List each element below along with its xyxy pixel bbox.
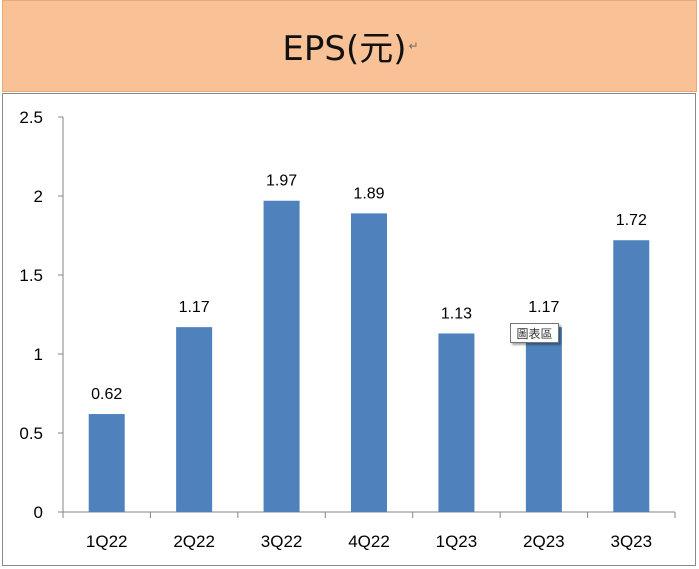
y-tick-label: 2 [34,187,43,206]
y-tick-label: 1 [34,345,43,364]
y-tick-label: 0.5 [19,424,43,443]
x-tick-label: 4Q22 [348,532,390,551]
y-tick-label: 0 [34,503,43,522]
bar [613,240,650,513]
x-tick-label: 1Q22 [86,532,128,551]
y-tick-label: 2.5 [19,108,43,127]
bar [263,200,300,513]
y-tick-label: 1.5 [19,266,43,285]
data-label: 1.17 [528,299,559,316]
x-tick-label: 3Q22 [261,532,303,551]
bar [525,327,562,512]
data-label: 1.97 [266,173,297,190]
chart-area-tooltip: 圖表區 [510,323,559,343]
title-banner: EPS(元) ↵ [2,0,697,92]
bar [438,333,475,512]
data-label: 1.13 [441,305,472,322]
data-label: 1.72 [616,212,647,229]
data-label: 0.62 [91,386,122,403]
x-tick-label: 2Q22 [173,532,215,551]
data-label: 1.89 [353,185,384,202]
chart-title-text: EPS(元) [282,29,407,69]
x-tick-label: 2Q23 [523,532,565,551]
x-tick-label: 3Q23 [610,532,652,551]
bar [176,327,213,512]
bar [88,414,125,512]
data-label: 1.17 [179,299,210,316]
x-tick-label: 1Q23 [436,532,478,551]
chart-title: EPS(元) ↵ [3,21,696,70]
paragraph-return-icon: ↵ [408,39,419,53]
bar [351,213,387,512]
